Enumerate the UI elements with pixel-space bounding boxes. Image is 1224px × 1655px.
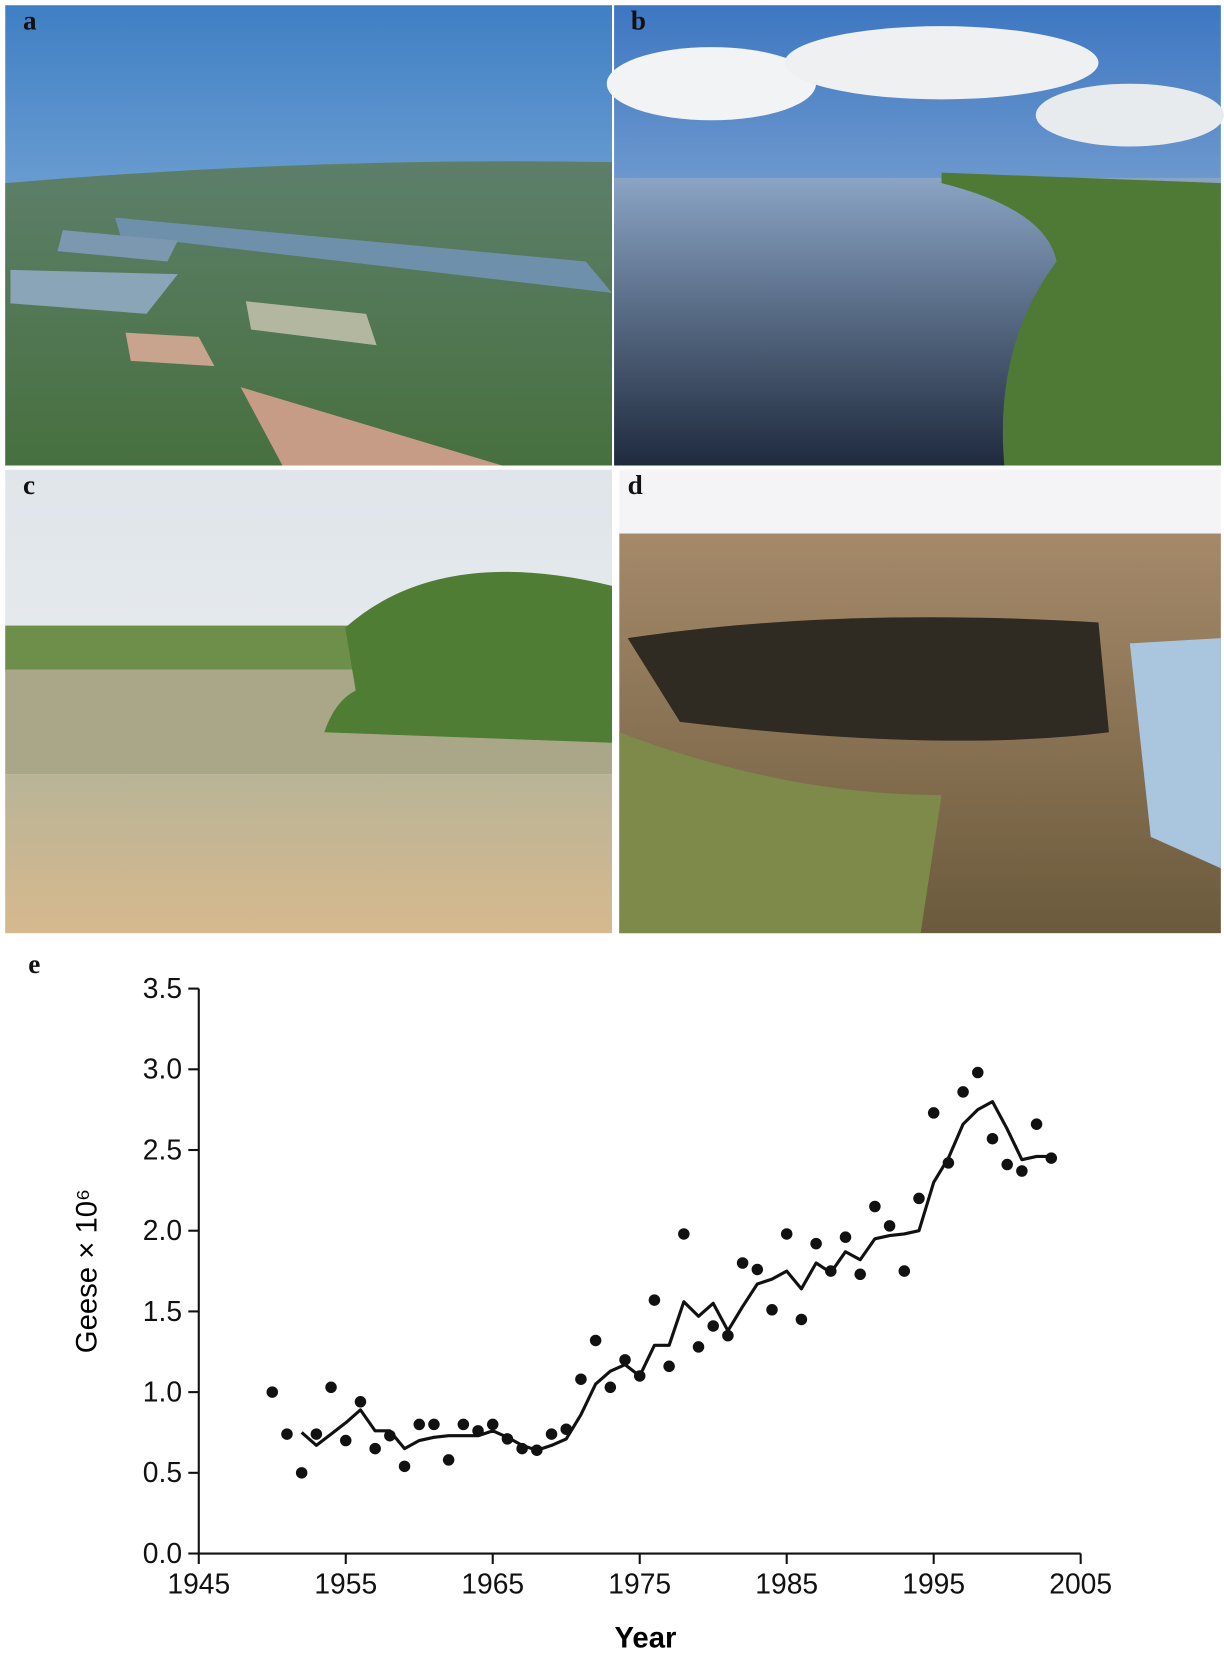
x-tick-label: 1975 [608,1567,671,1599]
y-tick-label: 0.0 [143,1537,182,1569]
data-point [972,1067,984,1079]
data-point [899,1265,911,1277]
x-tick-label: 2005 [1049,1567,1112,1599]
data-point [281,1428,293,1440]
y-tick-label: 2.0 [143,1214,182,1246]
data-point [399,1461,411,1473]
panel-label: c [23,470,35,500]
data-point [796,1314,808,1326]
data-point [325,1382,337,1394]
photo-d [619,470,1221,933]
data-point [752,1264,764,1276]
data-point [1001,1159,1013,1171]
data-point [458,1419,470,1431]
trend-line [302,1102,1052,1451]
data-point [649,1294,661,1306]
data-point [987,1133,999,1145]
panel-label: a [23,5,37,35]
photo-a [5,5,612,465]
y-tick-label: 0.5 [143,1456,182,1488]
data-point [869,1201,881,1213]
x-tick-label: 1945 [167,1567,230,1599]
photo-c [5,470,612,933]
data-point [267,1386,279,1398]
data-point [575,1373,587,1385]
panel-label: b [631,5,646,35]
data-point [854,1269,866,1281]
data-point [311,1428,323,1440]
x-axis-label: Year [615,1622,677,1655]
data-point [1031,1118,1043,1130]
data-point [840,1231,852,1243]
y-tick-label: 1.0 [143,1376,182,1408]
panel-label: d [628,470,643,500]
data-point [413,1419,425,1431]
x-tick-label: 1965 [461,1567,524,1599]
data-point [487,1419,499,1431]
data-point [296,1467,308,1479]
y-axis-label: Geese × 10⁶ [70,1189,103,1353]
data-point [913,1193,925,1205]
data-point [590,1335,602,1347]
data-point [1016,1165,1028,1177]
data-point [546,1428,558,1440]
data-point [766,1304,778,1316]
data-point [428,1419,440,1431]
data-point [707,1320,719,1332]
panel-label: e [28,949,40,979]
data-point [781,1228,793,1240]
data-point [355,1396,367,1408]
photo-b [607,5,1224,465]
y-tick-label: 3.0 [143,1053,182,1085]
y-tick-label: 1.5 [143,1295,182,1327]
y-tick-label: 3.5 [143,972,182,1004]
x-tick-label: 1985 [755,1567,818,1599]
plot: 0.0 0.5 1.0 1.5 2.0 2.5 3.0 3.5 1945 1955 1965 1975… [143,972,1112,1599]
data-point [369,1443,381,1455]
data-point [1046,1152,1058,1164]
data-point [340,1435,352,1447]
data-point [678,1228,690,1240]
y-tick-label: 2.5 [143,1133,182,1165]
data-point [663,1361,675,1373]
x-tick-label: 1995 [902,1567,965,1599]
data-point [605,1382,617,1394]
figure: a b c d e Year Geese × 10⁶ 0.0 0.5 1.0 1.5 2… [0,0,1224,1655]
data-point [737,1257,749,1269]
data-point [957,1086,969,1098]
data-point [810,1238,822,1250]
data-point [443,1454,455,1466]
x-tick-label: 1955 [314,1567,377,1599]
data-point [693,1341,705,1353]
data-point [884,1220,896,1232]
data-point [928,1107,940,1119]
